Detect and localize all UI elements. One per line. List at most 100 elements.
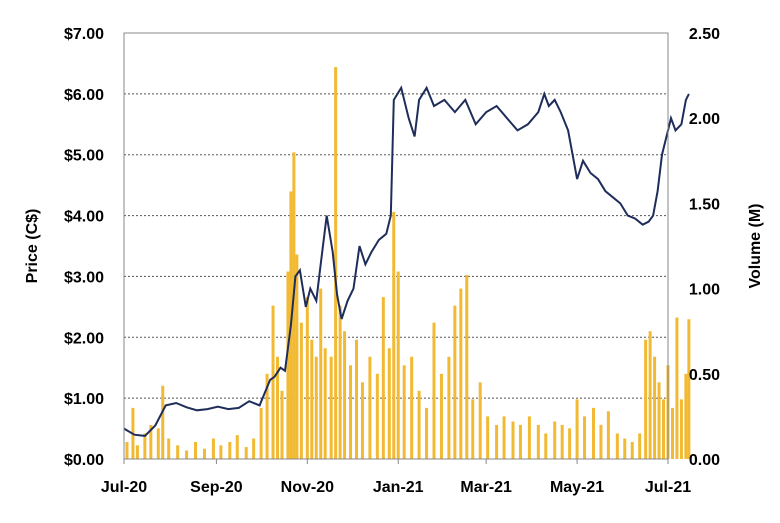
- volume-bar: [684, 373, 688, 459]
- right-axis-ticks: 0.00 0.50 1.00 1.50 2.00 2.50: [689, 26, 720, 469]
- volume-bar: [591, 407, 595, 459]
- y-left-tick-label: $0.00: [64, 452, 104, 469]
- volume-bar: [149, 424, 153, 459]
- x-tick-label: Sep-20: [190, 479, 243, 496]
- volume-bar: [478, 382, 482, 459]
- volume-bar: [679, 399, 683, 459]
- volume-bar: [465, 274, 469, 459]
- y-right-tick-label: 2.50: [689, 26, 720, 43]
- volume-bar: [630, 441, 634, 459]
- volume-bar: [527, 416, 531, 459]
- volume-bar: [553, 421, 557, 459]
- volume-bar: [615, 433, 619, 459]
- volume-bar: [338, 305, 342, 459]
- volume-bar: [259, 407, 263, 459]
- volume-bar: [638, 433, 642, 459]
- volume-bar: [387, 348, 391, 459]
- volume-bar: [518, 424, 522, 459]
- volume-bar: [560, 424, 564, 459]
- volume-bar: [687, 319, 691, 459]
- volume-bar: [644, 339, 648, 459]
- x-tick-label: Mar-21: [460, 479, 512, 496]
- volume-bar: [368, 356, 372, 459]
- volume-bars: [125, 67, 691, 460]
- volume-bar: [292, 152, 296, 459]
- x-axis-ticks: Jul-20 Sep-20 Nov-20 Jan-21 Mar-21 May-21 Jul-…: [101, 459, 691, 496]
- y-right-tick-label: 2.00: [689, 111, 720, 128]
- volume-bar: [349, 365, 353, 459]
- volume-bar: [244, 447, 248, 459]
- volume-bar: [276, 356, 280, 459]
- volume-bar: [544, 433, 548, 459]
- y-left-tick-label: $1.00: [64, 391, 104, 408]
- volume-bar: [310, 339, 314, 459]
- volume-bar: [662, 399, 666, 459]
- gridlines: [124, 32, 668, 399]
- volume-bar: [125, 441, 129, 459]
- volume-bar: [299, 322, 303, 459]
- volume-bar: [392, 211, 396, 459]
- volume-bar: [568, 428, 572, 459]
- volume-bar: [447, 356, 451, 459]
- x-tick-label: Jul-21: [645, 479, 691, 496]
- x-tick-label: Jul-20: [101, 479, 147, 496]
- x-tick-label: May-21: [550, 479, 604, 496]
- volume-bar: [235, 435, 239, 459]
- y-left-tick-label: $5.00: [64, 148, 104, 165]
- volume-bar: [536, 424, 540, 459]
- volume-bar: [511, 421, 515, 459]
- volume-bar: [176, 445, 180, 459]
- volume-bar: [410, 356, 414, 459]
- x-tick-label: Nov-20: [281, 479, 334, 496]
- y-left-tick-label: $4.00: [64, 209, 104, 226]
- volume-bar: [670, 407, 674, 459]
- volume-bar: [453, 305, 457, 459]
- volume-bar: [295, 254, 299, 459]
- x-tick-label: Jan-21: [373, 479, 424, 496]
- y-right-tick-label: 1.50: [689, 196, 720, 213]
- y-right-tick-label: 0.50: [689, 367, 720, 384]
- volume-bar: [305, 297, 309, 459]
- y-right-tick-label: 0.00: [689, 452, 720, 469]
- volume-bar: [360, 382, 364, 459]
- volume-bar: [675, 317, 679, 459]
- volume-bar: [202, 448, 206, 459]
- y-axis-left-title: Price (C$): [24, 209, 41, 284]
- volume-bar: [459, 288, 463, 459]
- volume-bar: [355, 339, 359, 459]
- volume-bar: [417, 390, 421, 459]
- volume-bar: [653, 356, 657, 459]
- volume-bar: [185, 450, 189, 459]
- volume-bar: [314, 356, 318, 459]
- volume-bar: [161, 385, 165, 459]
- volume-bar: [167, 438, 171, 459]
- volume-bar: [211, 438, 215, 459]
- volume-bar: [583, 416, 587, 459]
- volume-bar: [486, 416, 490, 459]
- price-line: [123, 85, 690, 437]
- volume-bar: [323, 348, 327, 459]
- volume-bar: [381, 297, 385, 459]
- volume-bar: [657, 382, 661, 459]
- volume-bar: [286, 271, 290, 459]
- volume-bar: [334, 67, 338, 459]
- volume-bar: [432, 322, 436, 459]
- volume-bar: [575, 399, 579, 459]
- volume-bar: [425, 407, 429, 459]
- volume-bar: [495, 424, 499, 459]
- volume-bar: [194, 441, 198, 459]
- volume-bar: [280, 390, 284, 459]
- y-axis-right-title: Volume (M): [747, 203, 764, 288]
- volume-bar: [219, 445, 223, 459]
- volume-bar: [265, 373, 269, 459]
- y-right-tick-label: 1.00: [689, 282, 720, 299]
- y-left-tick-label: $3.00: [64, 269, 104, 286]
- y-left-tick-label: $2.00: [64, 330, 104, 347]
- y-left-tick-label: $6.00: [64, 87, 104, 104]
- volume-bar: [252, 438, 256, 459]
- volume-bar: [396, 271, 400, 459]
- volume-bar: [375, 373, 379, 459]
- volume-bar: [135, 445, 139, 459]
- volume-bar: [271, 305, 275, 459]
